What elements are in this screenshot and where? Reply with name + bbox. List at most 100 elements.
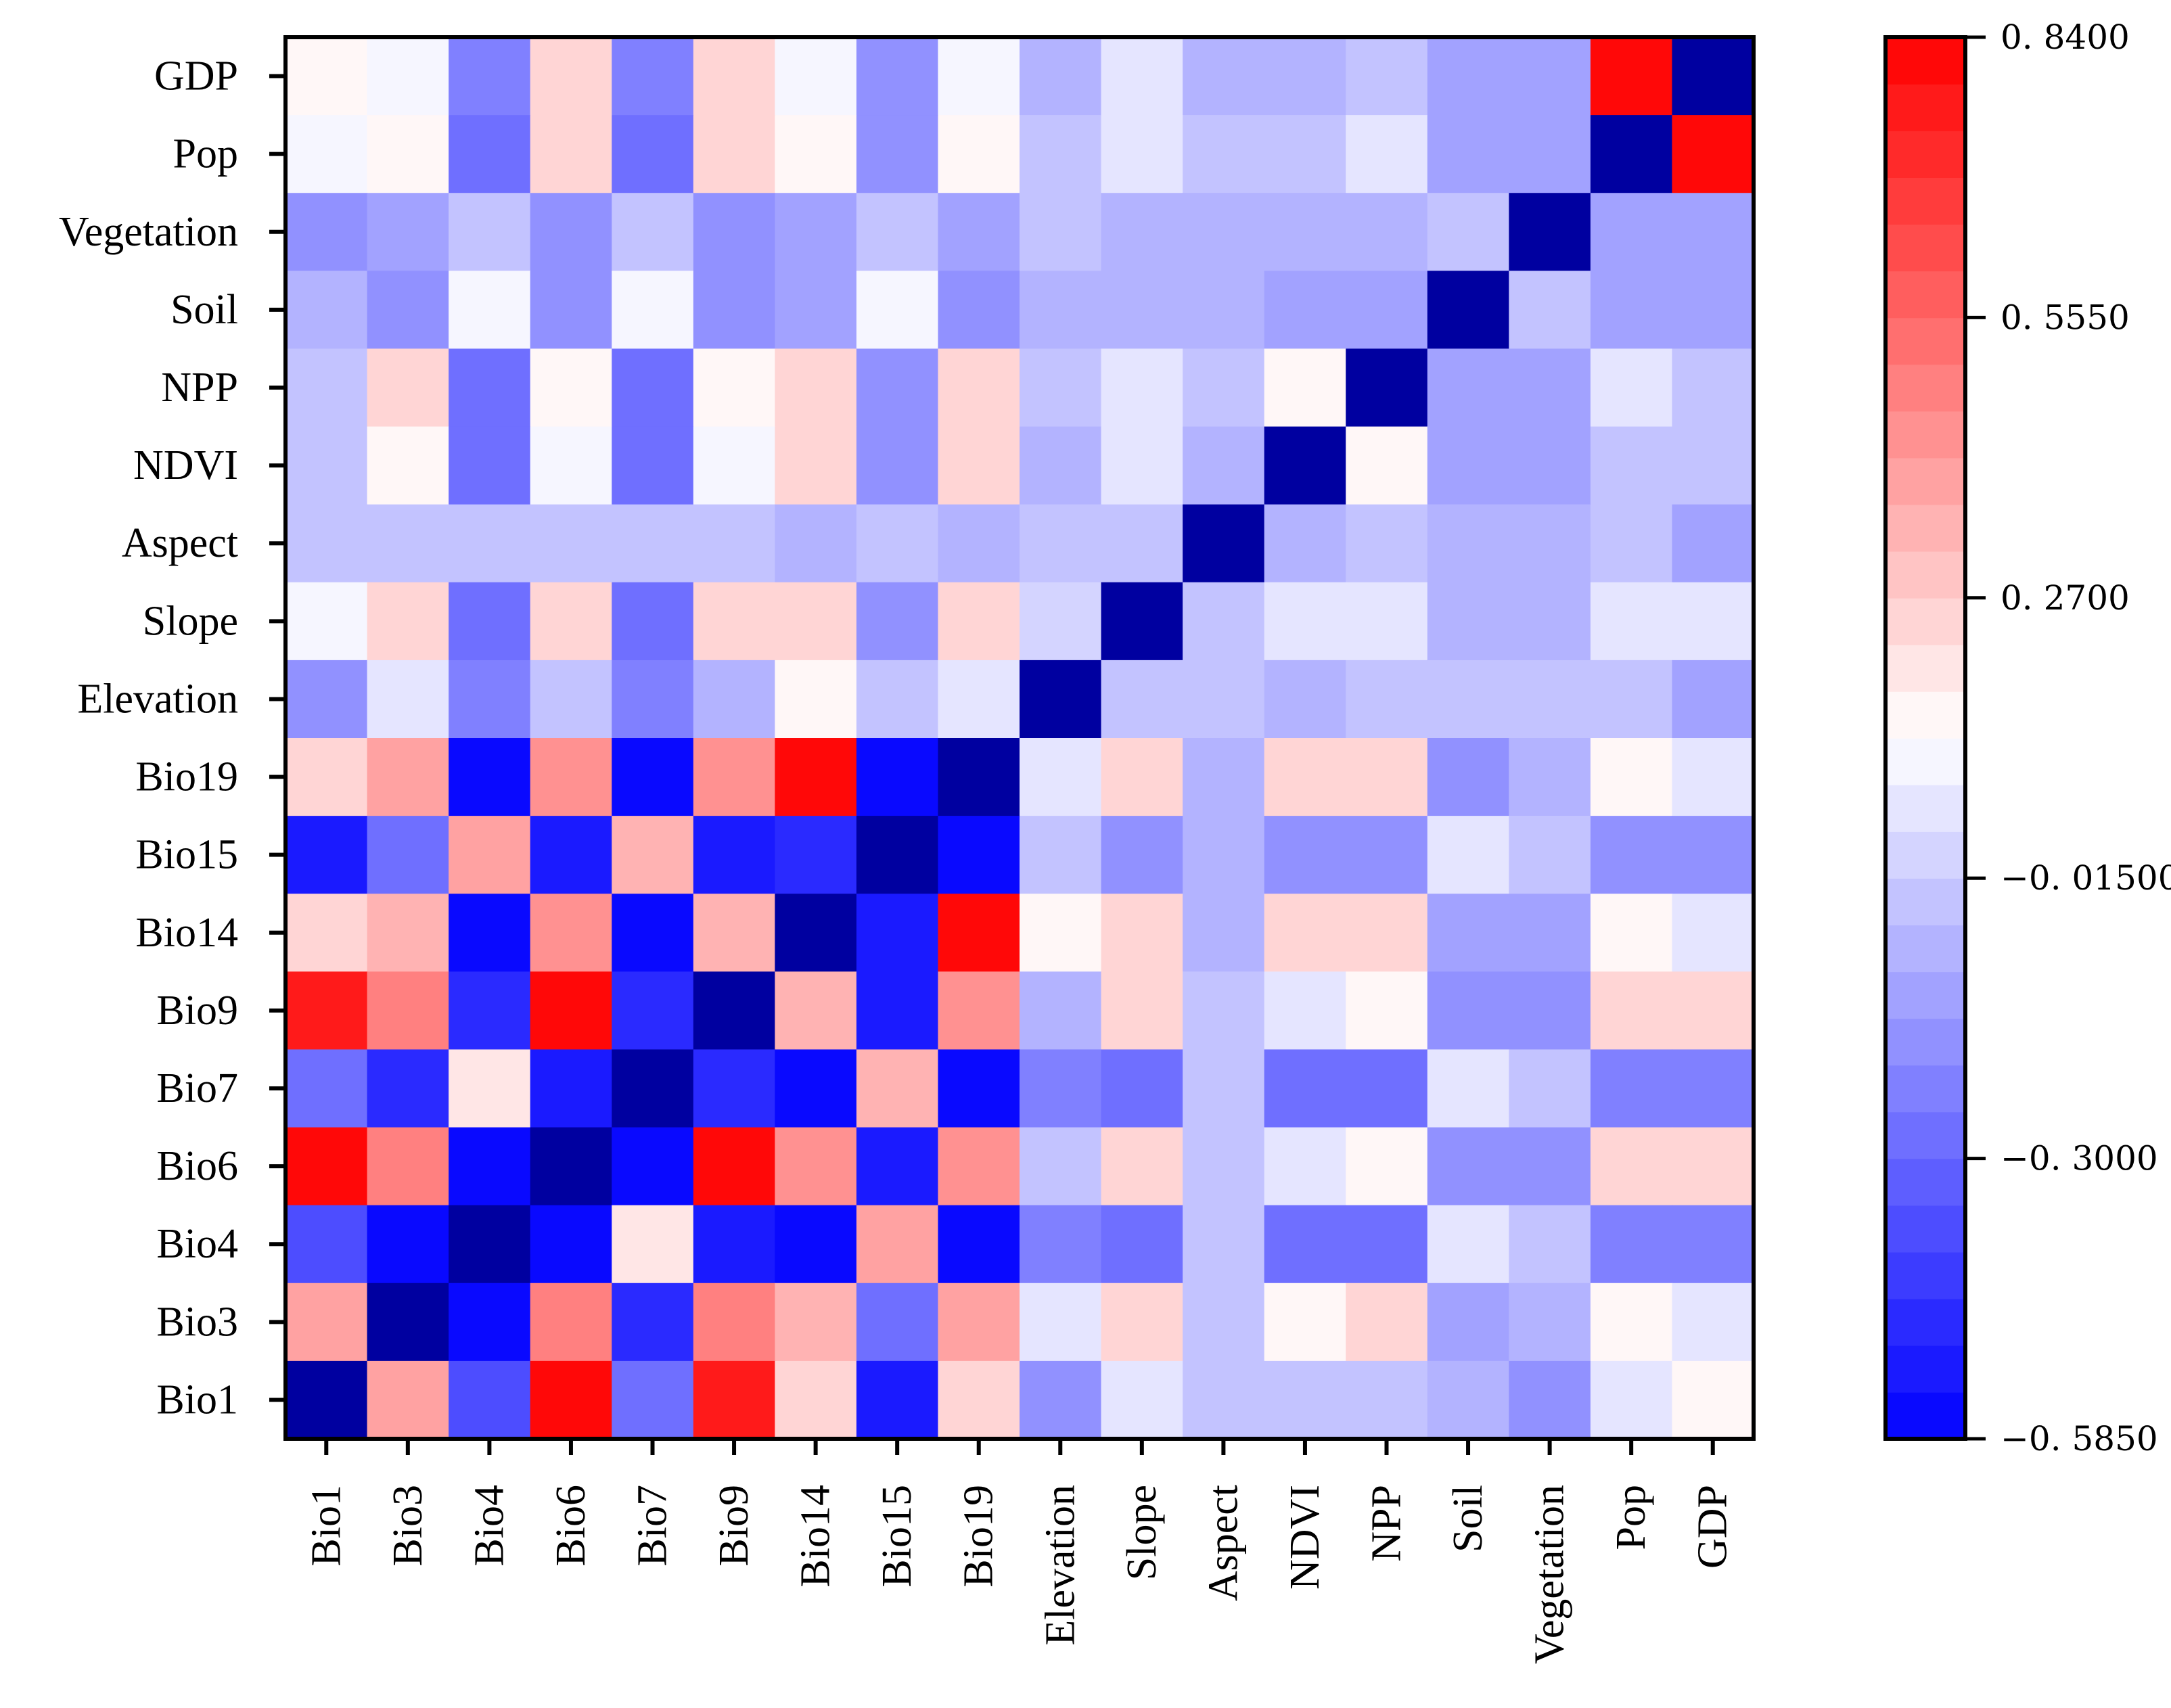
heatmap-cell-bio15-pop (1590, 816, 1673, 895)
heatmap-cell-npp-bio19 (938, 348, 1020, 428)
colorbar-band (1886, 37, 1965, 85)
heatmap-cell-bio19-slope (1101, 738, 1183, 816)
x-tick-label-bio9: Bio9 (711, 1485, 757, 1567)
heatmap-cell-bio3-bio19 (938, 1283, 1020, 1362)
heatmap-cell-bio9-pop (1590, 971, 1673, 1051)
heatmap-cell-gdp-bio15 (856, 37, 939, 116)
heatmap-cell-slope-bio4 (449, 582, 531, 661)
heatmap-cell-bio6-bio19 (938, 1127, 1020, 1206)
y-tick-label-bio6: Bio6 (156, 1143, 238, 1189)
y-tick-label-aspect: Aspect (122, 520, 238, 566)
heatmap-cell-ndvi-ndvi (1264, 426, 1347, 505)
heatmap-cell-aspect-bio14 (775, 504, 857, 583)
colorbar-band (1886, 1111, 1965, 1159)
heatmap-cell-npp-bio6 (530, 348, 613, 428)
heatmap-cell-bio9-soil (1427, 971, 1510, 1051)
heatmap-cell-bio1-bio9 (693, 1360, 776, 1439)
heatmap-cell-bio19-bio14 (775, 738, 857, 816)
heatmap-cell-bio6-vegetation (1509, 1127, 1591, 1206)
heatmap-cell-bio19-bio19 (938, 738, 1020, 816)
heatmap-cell-bio19-npp (1346, 738, 1428, 816)
heatmap-cell-gdp-bio19 (938, 37, 1020, 116)
heatmap-cell-slope-bio3 (367, 582, 449, 661)
heatmap-cell-bio6-elevation (1020, 1127, 1102, 1206)
heatmap-cell-slope-elevation (1020, 582, 1102, 661)
heatmap-cell-ndvi-npp (1346, 426, 1428, 505)
heatmap-cell-ndvi-bio3 (367, 426, 449, 505)
heatmap-cell-soil-npp (1346, 271, 1428, 350)
heatmap-cell-bio15-elevation (1020, 816, 1102, 895)
heatmap-cell-gdp-vegetation (1509, 37, 1591, 116)
heatmap-cell-soil-bio19 (938, 271, 1020, 350)
heatmap-cell-bio3-gdp (1672, 1283, 1754, 1362)
heatmap-cell-bio1-vegetation (1509, 1360, 1591, 1439)
y-tick-label-bio3: Bio3 (156, 1299, 238, 1345)
colorbar-bands (1886, 37, 1965, 1439)
heatmap-cell-vegetation-bio1 (285, 193, 368, 272)
x-tick-label-npp: NPP (1364, 1485, 1410, 1562)
heatmap-cell-elevation-bio7 (612, 660, 694, 739)
heatmap-cell-aspect-pop (1590, 504, 1673, 583)
heatmap-cell-slope-vegetation (1509, 582, 1591, 661)
x-tick-label-soil: Soil (1445, 1485, 1491, 1552)
heatmap-cell-vegetation-ndvi (1264, 193, 1347, 272)
heatmap-cell-pop-aspect (1183, 115, 1265, 194)
heatmap-cell-bio15-bio15 (856, 816, 939, 895)
heatmap-cell-ndvi-bio14 (775, 426, 857, 505)
heatmap-cell-vegetation-pop (1590, 193, 1673, 272)
heatmap-cell-bio3-npp (1346, 1283, 1428, 1362)
heatmap-cell-bio15-bio19 (938, 816, 1020, 895)
colorbar-band (1886, 271, 1965, 319)
heatmap-cell-gdp-bio7 (612, 37, 694, 116)
y-tick-label-ndvi: NDVI (133, 442, 238, 488)
heatmap-cell-ndvi-bio9 (693, 426, 776, 505)
heatmap-cell-bio7-soil (1427, 1049, 1510, 1128)
heatmap-cell-ndvi-bio15 (856, 426, 939, 505)
colorbar-tick-label: −0. 3000 (2001, 1139, 2158, 1178)
heatmap-cell-bio14-slope (1101, 894, 1183, 973)
heatmap-cell-bio15-vegetation (1509, 816, 1591, 895)
heatmap-cell-aspect-ndvi (1264, 504, 1347, 583)
heatmap-cell-elevation-ndvi (1264, 660, 1347, 739)
heatmap-cell-bio9-slope (1101, 971, 1183, 1051)
heatmap-cell-bio7-ndvi (1264, 1049, 1347, 1128)
y-axis: GDP Pop Vegetation Soil NPP NDVI Aspect Slope El… (59, 53, 285, 1423)
heatmap-cell-bio19-elevation (1020, 738, 1102, 816)
colorbar-band (1886, 597, 1965, 645)
heatmap-cell-bio6-bio7 (612, 1127, 694, 1206)
colorbar-band (1886, 177, 1965, 225)
heatmap-cell-aspect-slope (1101, 504, 1183, 583)
heatmap-cell-soil-bio3 (367, 271, 449, 350)
heatmap-cell-bio7-npp (1346, 1049, 1428, 1128)
plot-frame (283, 35, 1756, 1441)
heatmap-cell-bio19-soil (1427, 738, 1510, 816)
heatmap-cell-npp-bio15 (856, 348, 939, 428)
heatmap-cell-pop-bio9 (693, 115, 776, 194)
x-tick-label-bio6: Bio6 (548, 1485, 594, 1567)
heatmap-cell-slope-bio19 (938, 582, 1020, 661)
heatmap-cell-bio6-npp (1346, 1127, 1428, 1206)
heatmap-cell-elevation-aspect (1183, 660, 1265, 739)
heatmap-cell-bio9-elevation (1020, 971, 1102, 1051)
heatmap-cell-bio4-elevation (1020, 1205, 1102, 1284)
x-tick-label-vegetation: Vegetation (1527, 1485, 1573, 1664)
heatmap-cell-bio1-bio7 (612, 1360, 694, 1439)
heatmap-cell-bio1-bio14 (775, 1360, 857, 1439)
colorbar-band (1886, 1065, 1965, 1113)
heatmap-cell-bio7-bio3 (367, 1049, 449, 1128)
heatmap-cell-gdp-bio3 (367, 37, 449, 116)
x-tick-label-bio4: Bio4 (466, 1485, 512, 1567)
heatmap-cell-npp-gdp (1672, 348, 1754, 428)
heatmap-cell-bio3-bio9 (693, 1283, 776, 1362)
heatmap-cell-vegetation-vegetation (1509, 193, 1591, 272)
heatmap-cell-pop-slope (1101, 115, 1183, 194)
y-tick-label-gdp: GDP (154, 53, 238, 99)
heatmap-cell-pop-ndvi (1264, 115, 1347, 194)
colorbar-band (1886, 364, 1965, 412)
colorbar-band (1886, 551, 1965, 599)
heatmap-cell-bio7-bio9 (693, 1049, 776, 1128)
colorbar-band (1886, 1158, 1965, 1206)
heatmap-cell-bio14-elevation (1020, 894, 1102, 973)
heatmap-cell-bio6-bio6 (530, 1127, 613, 1206)
